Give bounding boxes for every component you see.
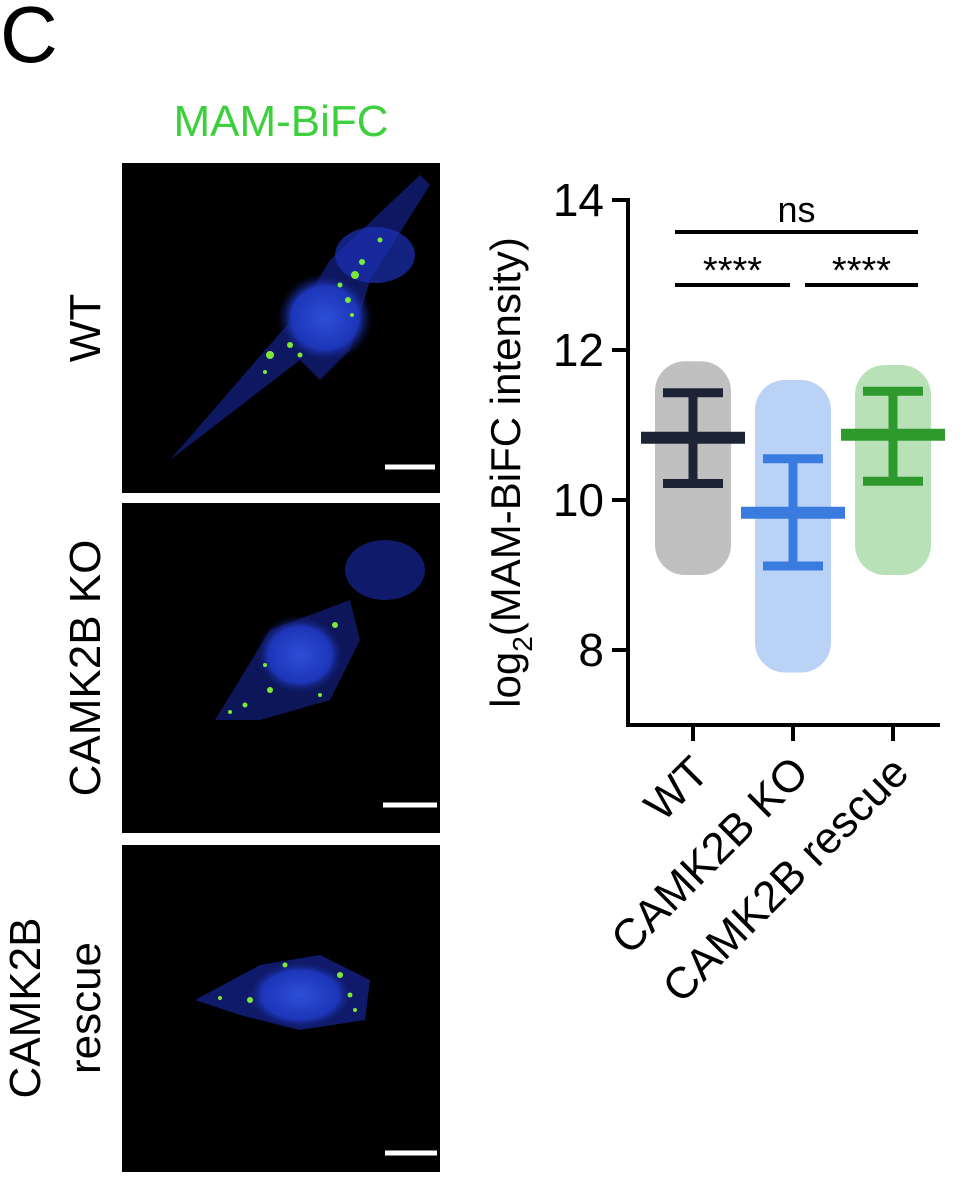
significance-label: **** (703, 250, 762, 292)
significance-label: **** (832, 250, 891, 292)
y-tick-label: 14 (553, 174, 604, 226)
micrograph (122, 163, 440, 493)
micrograph (122, 503, 440, 833)
y-tick-label: 12 (553, 324, 604, 376)
row-label: CAMK2B KO (61, 540, 110, 797)
y-label-main: log (482, 652, 529, 708)
micrograph (122, 845, 440, 1172)
y-tick-label: 10 (553, 474, 604, 526)
y-label-sub: 2 (507, 636, 538, 652)
y-tick-label: 8 (578, 624, 604, 676)
significance-label: ns (777, 189, 815, 230)
y-label-rest: (MAM-BiFC intensity) (482, 237, 529, 636)
y-axis-label: log2(MAM-BiFC intensity) (482, 237, 538, 708)
panel-label: C (0, 0, 58, 79)
image-title: MAM-BiFC (173, 97, 388, 146)
row-label: rescue (61, 942, 110, 1074)
x-tick-label: WT (635, 747, 718, 830)
row-label: CAMK2B (1, 918, 50, 1099)
row-label: WT (61, 294, 110, 362)
